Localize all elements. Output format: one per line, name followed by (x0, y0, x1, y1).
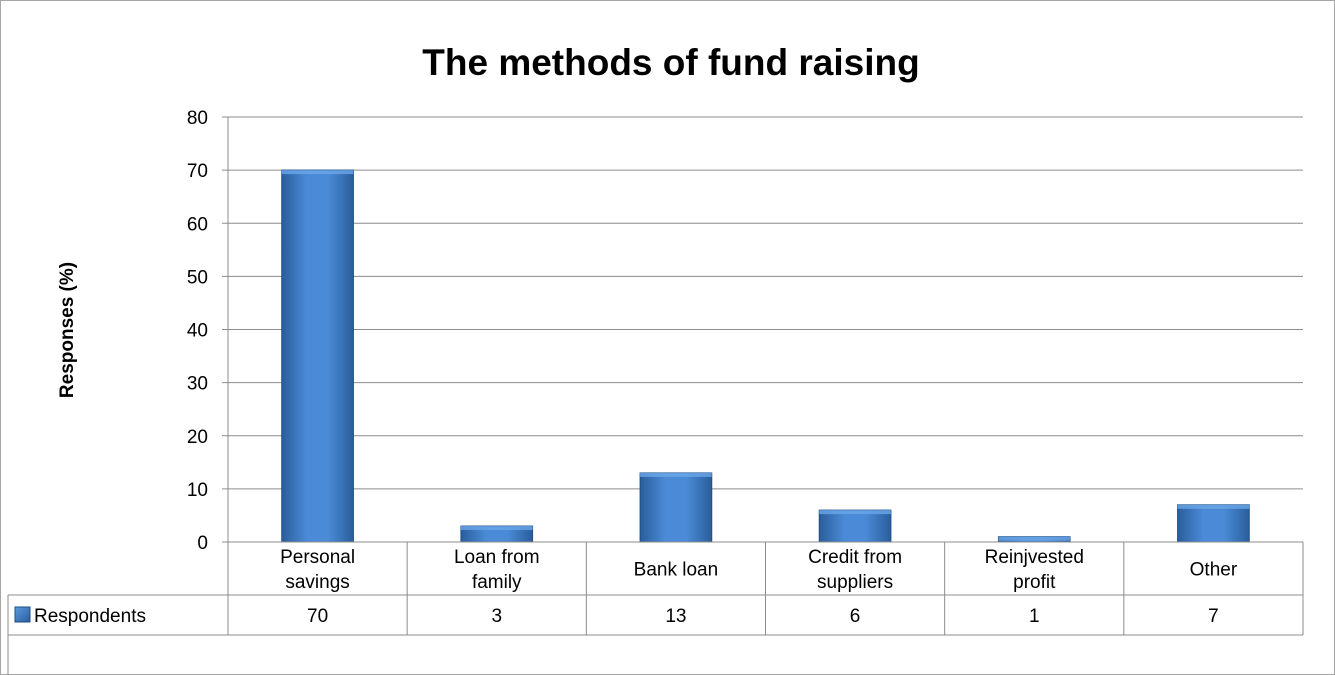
bar (818, 509, 892, 543)
legend-swatch (14, 606, 31, 623)
bar (281, 169, 354, 543)
x-category-label: family (472, 572, 522, 593)
table-value: 1 (1029, 606, 1040, 627)
data-table: Personal savings Loan from family Bank loan C… (7, 541, 1304, 675)
bar-top-highlight (998, 536, 1071, 541)
y-tick-label: 40 (187, 321, 208, 342)
y-tick-label: 70 (187, 161, 208, 182)
y-tick-label: 0 (197, 533, 208, 554)
x-category-label: Reinjvested (985, 547, 1084, 568)
x-category-label: Other (1190, 560, 1238, 581)
y-tick-label: 20 (187, 427, 208, 448)
table-value: 6 (850, 606, 861, 627)
y-tick-label: 50 (187, 267, 208, 288)
table-value: 13 (665, 606, 686, 627)
x-category-label: savings (285, 572, 349, 593)
x-category-label: Loan from (454, 547, 540, 568)
table-value: 70 (307, 606, 328, 627)
x-category-label: suppliers (817, 572, 893, 593)
bars (281, 169, 1250, 543)
y-axis-ticks: 0 10 20 30 40 50 60 70 80 (187, 108, 229, 554)
y-tick-label: 60 (187, 214, 208, 235)
bar-top-highlight (460, 526, 533, 531)
table-value: 7 (1208, 606, 1219, 627)
x-category-label: Credit from (808, 547, 902, 568)
y-tick-label: 80 (187, 108, 208, 129)
bar-top-highlight (1177, 504, 1250, 509)
bar-top-highlight (281, 170, 354, 175)
bar-top-highlight (640, 472, 712, 477)
x-category-label: Bank loan (634, 560, 719, 581)
x-category-label: Personal (280, 547, 355, 568)
y-axis-label: Responses (%) (57, 262, 78, 398)
bar-top-highlight (819, 510, 891, 515)
legend-series-name: Respondents (34, 606, 146, 627)
y-tick-label: 10 (187, 480, 208, 501)
bar (639, 472, 713, 543)
table-value: 3 (491, 606, 502, 627)
chart-title: The methods of fund raising (422, 42, 919, 83)
gridlines (228, 116, 1303, 490)
y-tick-label: 30 (187, 374, 208, 395)
bar (1177, 504, 1250, 543)
x-category-label: profit (1013, 572, 1056, 593)
